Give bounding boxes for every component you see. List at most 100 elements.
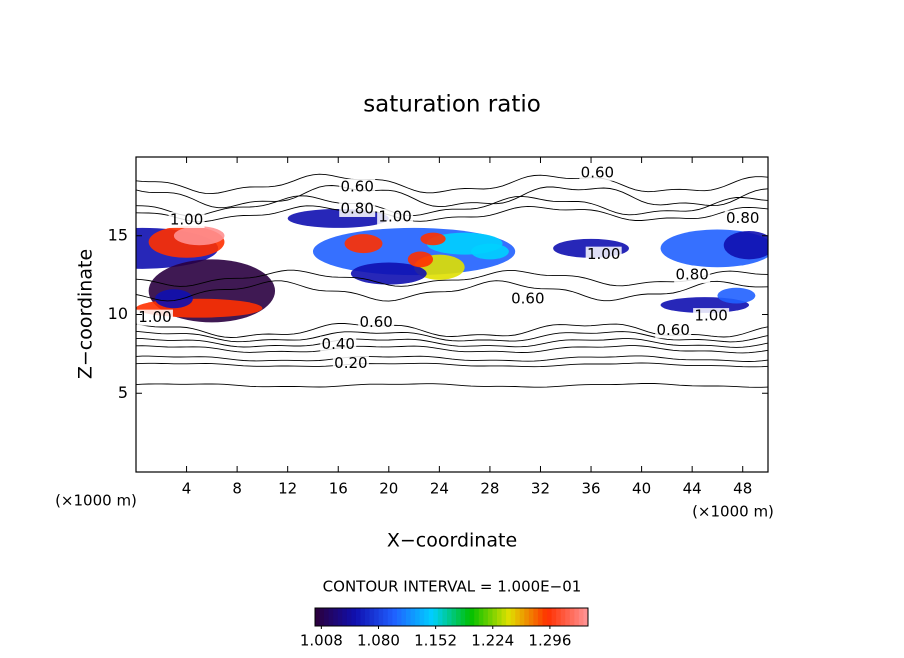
label-bg bbox=[585, 246, 622, 263]
contour-label: 0.80 bbox=[726, 209, 759, 227]
contour-label: 0.80 bbox=[340, 199, 373, 217]
colorbar-step bbox=[419, 608, 425, 626]
y-tick-label: 5 bbox=[118, 383, 128, 402]
colorbar-step bbox=[528, 608, 534, 626]
colorbar-tick-label: 1.224 bbox=[471, 632, 514, 650]
contour-line bbox=[136, 280, 768, 302]
label-bg bbox=[674, 267, 711, 284]
colorbar-step bbox=[456, 608, 462, 626]
contour-line bbox=[136, 362, 768, 368]
contour-line bbox=[136, 205, 768, 223]
colorbar-step bbox=[556, 608, 562, 626]
colorbar-step bbox=[515, 608, 521, 626]
x-tick-label: 8 bbox=[232, 480, 242, 498]
colorbar-step bbox=[510, 608, 516, 626]
contour-line bbox=[136, 185, 768, 209]
colorbar-step bbox=[396, 608, 402, 626]
contour-label: 1.00 bbox=[170, 211, 203, 229]
colorbar: 1.008 1.080 1.152 1.224 1.296 bbox=[300, 607, 589, 650]
colorbar-step bbox=[351, 608, 357, 626]
colorbar-step bbox=[442, 608, 448, 626]
colorbar-step bbox=[537, 608, 543, 626]
contour-line bbox=[136, 355, 768, 362]
colorbar-step bbox=[469, 608, 475, 626]
colorbar-step bbox=[460, 608, 466, 626]
colorbar-step bbox=[583, 608, 589, 626]
colorbar-step bbox=[497, 608, 503, 626]
colorbar-step bbox=[401, 608, 407, 626]
contour-line bbox=[136, 195, 768, 217]
colorbar-step bbox=[483, 608, 489, 626]
colorbar-step bbox=[465, 608, 471, 626]
contour-interval: CONTOUR INTERVAL = 1.000E−01 bbox=[323, 578, 582, 596]
contour-line bbox=[136, 337, 768, 348]
plot-area: 0.60 0.60 0.80 1.00 1.00 0.80 1.00 0.80 0.60 0.60… bbox=[136, 163, 768, 388]
colorbar-step bbox=[433, 608, 439, 626]
label-bg bbox=[339, 200, 376, 217]
contour-label: 1.00 bbox=[587, 245, 620, 263]
label-bg bbox=[136, 309, 173, 326]
colorbar-step bbox=[533, 608, 539, 626]
contour-label: 0.60 bbox=[511, 289, 544, 307]
region bbox=[420, 232, 446, 246]
x-units: (×1000 m) bbox=[692, 503, 774, 521]
x-axis-label: X−coordinate bbox=[387, 530, 517, 552]
colorbar-step bbox=[565, 608, 571, 626]
contour-label: 1.00 bbox=[378, 207, 411, 225]
colorbar-tick-label: 1.296 bbox=[528, 632, 571, 650]
colorbar-step bbox=[378, 608, 384, 626]
colorbar-tick-label: 1.080 bbox=[357, 632, 400, 650]
colorbar-tick-label: 1.008 bbox=[300, 632, 343, 650]
contour-label: 0.80 bbox=[675, 266, 708, 284]
x-tick-label: 32 bbox=[531, 480, 550, 498]
x-tick-label: 36 bbox=[581, 480, 600, 498]
region bbox=[350, 262, 427, 285]
colorbar-step bbox=[551, 608, 557, 626]
contour-label: 0.40 bbox=[322, 335, 355, 353]
colorbar-step bbox=[569, 608, 575, 626]
contour-label: 0.60 bbox=[340, 177, 373, 195]
label-bg bbox=[332, 355, 369, 372]
contour-line bbox=[136, 330, 768, 343]
contour-label: 1.00 bbox=[694, 307, 727, 325]
colorbar-step bbox=[365, 608, 371, 626]
colorbar-step bbox=[324, 608, 330, 626]
colorbar-step bbox=[406, 608, 412, 626]
region bbox=[154, 289, 193, 309]
x-tick-label: 20 bbox=[379, 480, 398, 498]
colorbar-step bbox=[383, 608, 389, 626]
contour-line bbox=[136, 345, 768, 354]
colorbar-step bbox=[446, 608, 452, 626]
colorbar-step bbox=[392, 608, 398, 626]
colorbar-frame bbox=[314, 607, 589, 627]
label-bg bbox=[693, 308, 730, 325]
label-bg bbox=[320, 336, 357, 353]
x-tick-label: 40 bbox=[632, 480, 651, 498]
x-tick-label: 4 bbox=[182, 480, 192, 498]
colorbar-step bbox=[369, 608, 375, 626]
contour-line bbox=[136, 383, 768, 388]
colorbar-step bbox=[346, 608, 352, 626]
colorbar-step bbox=[428, 608, 434, 626]
colorbar-step bbox=[360, 608, 366, 626]
x-tick-label: 44 bbox=[683, 480, 702, 498]
y-axis-label: Z−coordinate bbox=[75, 249, 97, 379]
colorbar-step bbox=[451, 608, 457, 626]
label-bg bbox=[509, 290, 546, 307]
label-bg bbox=[339, 178, 376, 195]
contour-label: 0.20 bbox=[334, 354, 367, 372]
colorbar-step bbox=[387, 608, 393, 626]
y-tick-label: 10 bbox=[108, 304, 128, 323]
contour-label: 0.60 bbox=[581, 163, 614, 181]
label-bg bbox=[724, 210, 761, 227]
colorbar-step bbox=[328, 608, 334, 626]
colorbar-step bbox=[315, 608, 321, 626]
contour-label: 0.60 bbox=[656, 321, 689, 339]
y-tick-label: 15 bbox=[108, 225, 128, 244]
colorbar-step bbox=[560, 608, 566, 626]
x-tick-label: 24 bbox=[430, 480, 449, 498]
colorbar-step bbox=[519, 608, 525, 626]
region bbox=[344, 234, 383, 254]
colorbar-step bbox=[501, 608, 507, 626]
